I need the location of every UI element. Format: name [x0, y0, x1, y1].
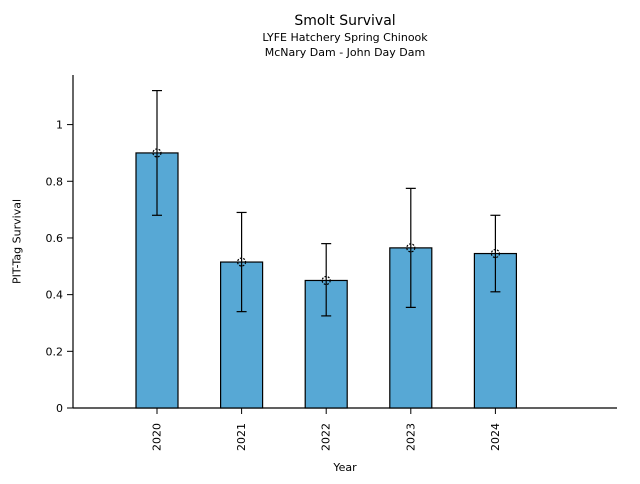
data-point-marker	[152, 148, 162, 158]
data-point-marker	[406, 243, 416, 253]
x-tick-label: 2023	[404, 423, 417, 451]
y-tick-label: 0.8	[46, 175, 64, 188]
chart-subtitle-line-2: McNary Dam - John Day Dam	[264, 46, 426, 59]
data-point-marker	[321, 275, 331, 286]
x-axis-label: Year	[333, 461, 357, 474]
x-tick-label: 2021	[235, 423, 248, 451]
bar-group-2020: 2020	[135, 89, 179, 451]
y-tick-label: 0	[56, 402, 63, 415]
chart-header: Smolt Survival LYFE Hatchery Spring Chin…	[50, 12, 640, 60]
bar-group-2021: 2021	[220, 211, 264, 451]
x-tick-label: 2020	[151, 423, 164, 451]
y-tick-label: 0.6	[46, 232, 64, 245]
y-tick-label: 1	[56, 119, 63, 132]
bar-group-2022: 2022	[304, 243, 348, 451]
bar-group-2023: 2023	[389, 187, 433, 451]
x-tick-label: 2022	[320, 423, 333, 451]
y-axis-label: PIT-Tag Survival	[10, 199, 24, 285]
chart-subtitle-line-1: LYFE Hatchery Spring Chinook	[262, 31, 428, 44]
x-tick-label: 2024	[489, 423, 502, 451]
y-tick-label: 0.4	[46, 289, 64, 302]
bar-group-2024: 2024	[473, 214, 517, 451]
data-point-marker	[237, 257, 247, 267]
data-point-marker	[490, 248, 500, 259]
y-tick-label: 0.2	[46, 345, 64, 358]
chart-title: Smolt Survival	[294, 13, 396, 29]
